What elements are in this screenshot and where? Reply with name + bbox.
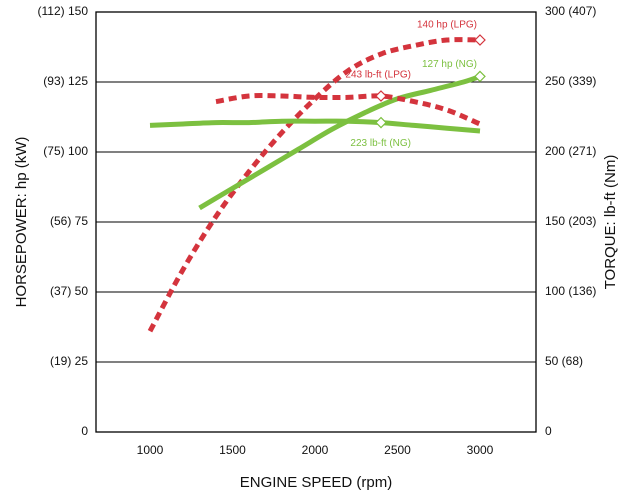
x-tick-label: 2500 xyxy=(384,443,411,457)
x-tick-label: 3000 xyxy=(467,443,494,457)
annotation-label: 243 lb-ft (LPG) xyxy=(345,70,411,81)
y-left-tick-label: 0 xyxy=(81,424,88,438)
y-right-tick-label: 150 (203) xyxy=(545,214,596,228)
annotation-label: 223 lb-ft (NG) xyxy=(350,138,411,149)
series-line-hp-lpg xyxy=(147,37,481,333)
y-left-tick-label: (19) 25 xyxy=(50,354,88,368)
y-right-tick-label: 250 (339) xyxy=(545,74,596,88)
annotations-layer: 140 hp (LPG) 127 hp (NG) 243 lb-ft (LPG) 22… xyxy=(345,20,477,150)
annotation-label: 127 hp (NG) xyxy=(422,59,477,70)
right-axis-title: TORQUE: lb-ft (Nm) xyxy=(602,155,619,290)
left-axis-title: HORSEPOWER: hp (kW) xyxy=(13,137,30,308)
ticks-layer: 0 (19) 25 (37) 50 (56) 75 (75) 100 (93) 125 (1… xyxy=(38,4,597,457)
y-left-tick-label: (93) 125 xyxy=(43,74,88,88)
series-layer xyxy=(147,37,481,333)
annotation-label: 140 hp (LPG) xyxy=(417,20,477,31)
x-tick-label: 1000 xyxy=(137,443,164,457)
annotation-marker xyxy=(474,34,486,46)
y-right-tick-label: 50 (68) xyxy=(545,354,583,368)
x-axis-title: ENGINE SPEED (rpm) xyxy=(240,474,393,491)
markers-layer xyxy=(375,34,486,129)
series-line-torque-lpg xyxy=(215,93,481,127)
y-right-tick-label: 300 (407) xyxy=(545,4,596,18)
annotation-marker xyxy=(474,70,486,83)
y-left-tick-label: (75) 100 xyxy=(43,144,88,158)
y-right-tick-label: 100 (136) xyxy=(545,284,596,298)
y-right-tick-label: 200 (271) xyxy=(545,144,596,158)
annotation-marker xyxy=(375,116,387,129)
y-right-tick-label: 0 xyxy=(545,424,552,438)
annotation-marker xyxy=(375,90,387,102)
series-line-torque-ng xyxy=(149,118,481,134)
y-left-tick-label: (37) 50 xyxy=(50,284,88,298)
plot-frame xyxy=(95,11,537,433)
y-left-tick-label: (56) 75 xyxy=(50,214,88,228)
x-tick-label: 2000 xyxy=(302,443,329,457)
y-left-tick-label: (112) 150 xyxy=(38,4,89,18)
x-tick-label: 1500 xyxy=(219,443,246,457)
